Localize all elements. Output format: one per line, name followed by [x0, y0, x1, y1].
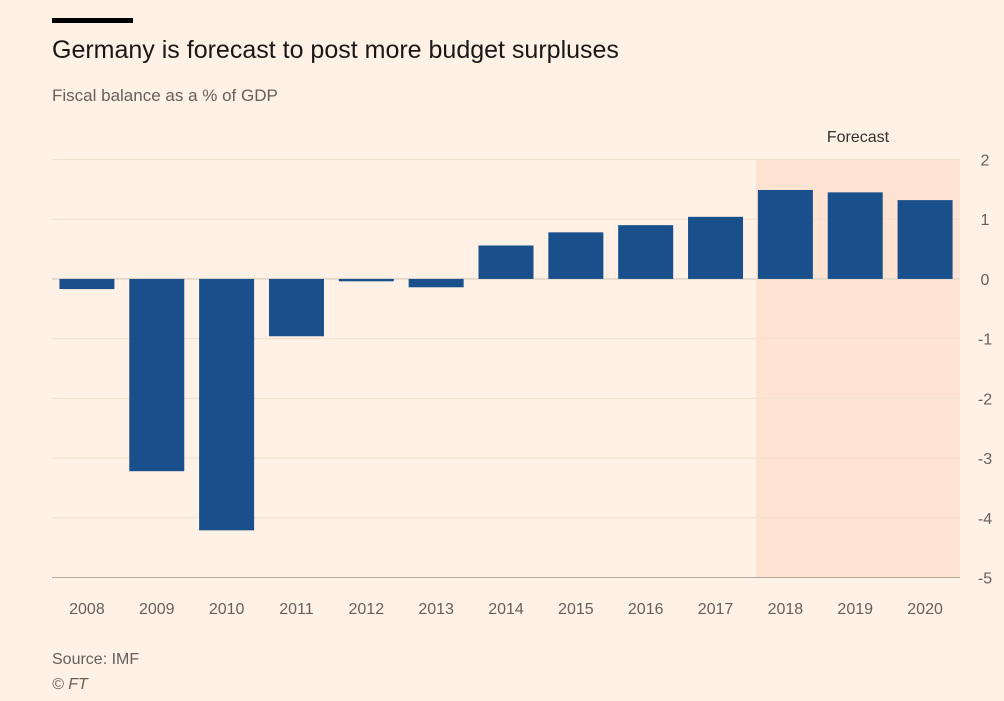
forecast-label: Forecast: [827, 129, 890, 146]
x-tick-label: 2011: [279, 601, 314, 618]
x-tick-label: 2008: [69, 601, 105, 618]
source-note: Source: IMF: [52, 651, 140, 668]
x-tick-label: 2015: [558, 601, 594, 618]
x-tick-label: 2017: [698, 601, 734, 618]
bar-2011: [268, 278, 324, 337]
y-tick-label: -2: [978, 391, 992, 408]
x-tick-label: 2016: [628, 601, 664, 618]
y-tick-label: -1: [978, 332, 992, 349]
bar-2015: [548, 232, 604, 279]
bar-2017: [688, 216, 744, 279]
bar-2013: [408, 278, 464, 288]
bar-2018: [757, 189, 813, 279]
x-tick-label: 2020: [907, 601, 943, 618]
bar-2009: [129, 278, 185, 472]
chart-subtitle: Fiscal balance as a % of GDP: [52, 86, 278, 105]
bar-2016: [618, 225, 674, 279]
y-tick-label: 1: [981, 212, 990, 229]
title-accent-bar: [52, 18, 133, 23]
x-tick-label: 2018: [768, 601, 804, 618]
x-tick-label: 2010: [209, 601, 245, 618]
x-tick-label: 2019: [837, 601, 873, 618]
chart-title: Germany is forecast to post more budget …: [52, 36, 619, 64]
y-tick-label: 2: [981, 153, 990, 170]
x-tick-label: 2014: [488, 601, 524, 618]
y-tick-label: -5: [978, 571, 992, 588]
copyright: © FT: [52, 676, 88, 693]
bar-2019: [827, 192, 883, 279]
x-tick-label: 2009: [139, 601, 175, 618]
bar-2008: [59, 278, 115, 290]
x-tick-label: 2012: [349, 601, 385, 618]
y-tick-label: -3: [978, 451, 992, 468]
bar-2012: [338, 278, 394, 282]
bar-2014: [478, 245, 534, 279]
y-tick-label: -4: [978, 511, 992, 528]
x-tick-label: 2013: [418, 601, 454, 618]
bar-2020: [897, 200, 953, 279]
bar-2010: [199, 278, 255, 531]
y-tick-label: 0: [981, 272, 990, 289]
